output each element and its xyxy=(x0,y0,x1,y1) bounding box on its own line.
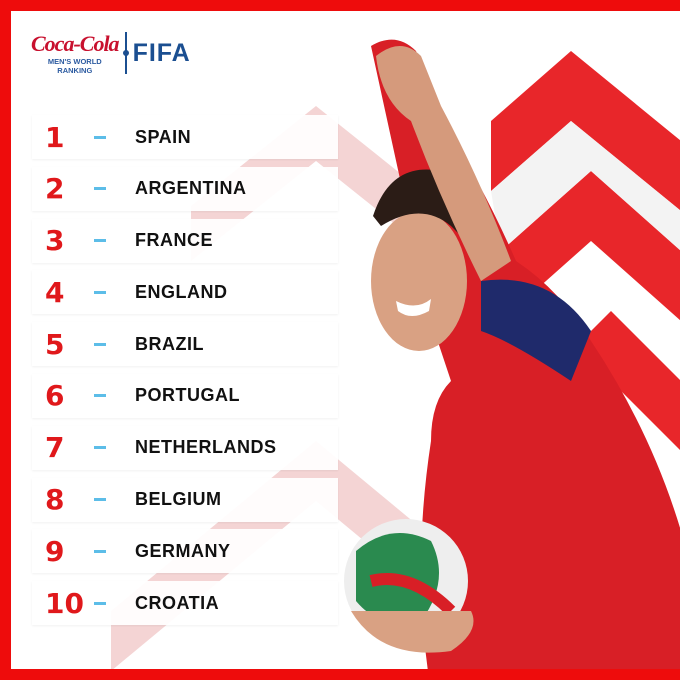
ranking-row: 10 CROATIA xyxy=(32,581,338,626)
no-change-dash-icon xyxy=(94,498,106,502)
no-change-dash-icon xyxy=(94,187,106,191)
country-name: SPAIN xyxy=(135,126,192,147)
rank-number: 4 xyxy=(45,275,65,309)
rank-number: 6 xyxy=(45,379,65,413)
no-change-dash-icon xyxy=(94,394,106,398)
rank-number: 9 xyxy=(45,534,65,568)
no-change-dash-icon xyxy=(94,601,106,605)
rank-number: 8 xyxy=(45,483,65,517)
country-name: ENGLAND xyxy=(135,281,228,302)
country-name: FRANCE xyxy=(135,230,213,251)
no-change-dash-icon xyxy=(94,549,106,553)
logo-subtitle-2: RANKING xyxy=(57,66,93,75)
country-name: GERMANY xyxy=(135,540,231,561)
rank-number: 10 xyxy=(45,586,84,620)
no-change-dash-icon xyxy=(94,290,106,294)
logo-lockup: Coca-Cola MEN'S WORLD RANKING FIFA xyxy=(31,31,191,75)
ranking-row: 7 NETHERLANDS xyxy=(32,425,338,470)
logo-subtitle-1: MEN'S WORLD xyxy=(47,57,102,66)
ranking-row: 4 ENGLAND xyxy=(32,270,338,315)
no-change-dash-icon xyxy=(94,135,106,139)
country-name: NETHERLANDS xyxy=(135,437,277,458)
country-name: BRAZIL xyxy=(135,333,204,354)
ranking-row: 1 SPAIN xyxy=(32,115,338,159)
fifa-logo: FIFA xyxy=(132,38,191,67)
ranking-list: 1 SPAIN 2 ARGENTINA 3 FRANCE 4 ENGLAND 5 BRAZIL 6 P… xyxy=(32,115,338,633)
rank-number: 5 xyxy=(45,327,65,361)
player-image xyxy=(344,39,680,669)
country-name: CROATIA xyxy=(135,592,220,613)
rank-number: 2 xyxy=(45,172,65,206)
no-change-dash-icon xyxy=(94,446,106,450)
rank-number: 7 xyxy=(45,431,65,465)
coca-cola-wordmark: Coca-Cola xyxy=(31,31,120,56)
no-change-dash-icon xyxy=(94,342,106,346)
rank-number: 1 xyxy=(45,120,65,154)
logo-divider xyxy=(122,32,129,74)
country-name: ARGENTINA xyxy=(135,178,247,199)
country-name: PORTUGAL xyxy=(135,385,240,406)
no-change-dash-icon xyxy=(94,239,106,243)
country-name: BELGIUM xyxy=(135,489,222,510)
background-chevrons-and-player xyxy=(111,39,680,669)
ranking-row: 3 FRANCE xyxy=(32,218,338,263)
ranking-row: 6 PORTUGAL xyxy=(32,373,338,418)
coca-cola-logo: Coca-Cola MEN'S WORLD RANKING xyxy=(31,31,120,75)
ranking-row: 5 BRAZIL xyxy=(32,322,338,367)
ranking-row: 8 BELGIUM xyxy=(32,477,338,522)
rank-number: 3 xyxy=(45,224,65,258)
ranking-row: 9 GERMANY xyxy=(32,529,338,574)
ranking-row: 2 ARGENTINA xyxy=(32,166,338,211)
